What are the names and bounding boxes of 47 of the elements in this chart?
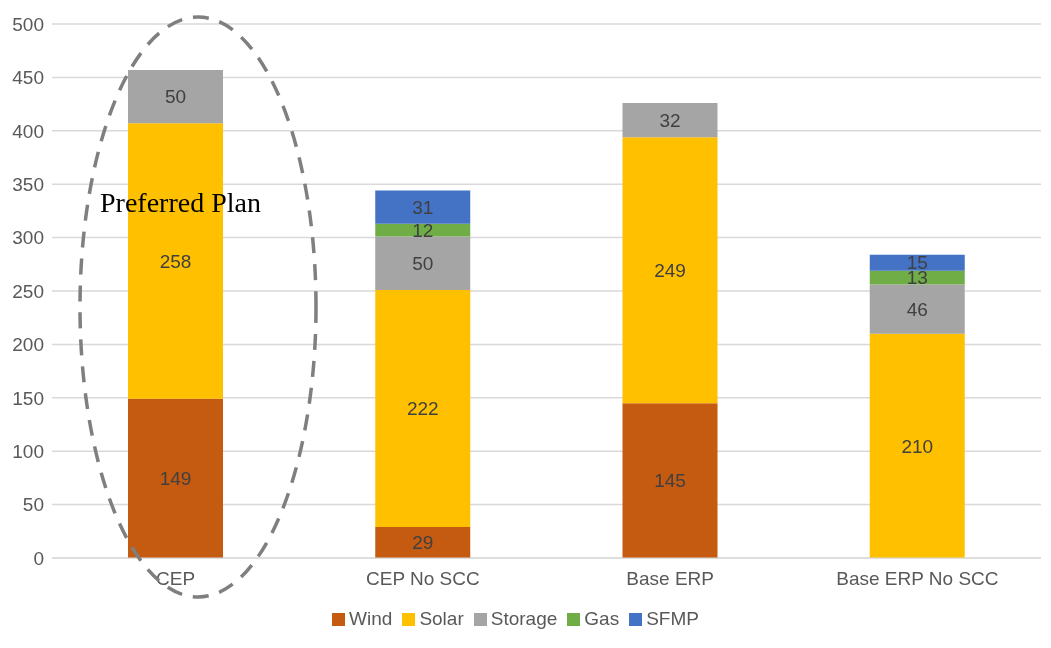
y-tick-label: 250 xyxy=(12,280,44,302)
legend-label: Solar xyxy=(419,608,464,629)
data-label: 46 xyxy=(906,298,928,320)
data-label: 31 xyxy=(412,196,434,218)
data-label: 29 xyxy=(412,532,434,554)
data-label: 50 xyxy=(412,252,434,274)
bar xyxy=(375,527,471,558)
y-tick-label: 500 xyxy=(12,13,44,35)
data-label: 249 xyxy=(654,259,686,281)
bar xyxy=(128,69,223,124)
bar xyxy=(869,254,965,271)
y-tick-label: 100 xyxy=(12,440,44,462)
legend-label: Gas xyxy=(584,608,620,629)
data-label: 258 xyxy=(159,250,192,272)
data-label: 50 xyxy=(164,86,187,108)
y-tick-label: 300 xyxy=(12,227,44,249)
x-tick-label: Base ERP No SCC xyxy=(836,568,999,590)
legend-label: Storage xyxy=(490,608,558,629)
y-tick-label: 200 xyxy=(12,334,44,356)
data-label: 222 xyxy=(406,398,439,420)
bar xyxy=(375,223,471,237)
bar xyxy=(128,398,223,558)
bar xyxy=(375,190,471,224)
bar xyxy=(869,284,965,334)
bar xyxy=(622,403,718,558)
bar xyxy=(869,270,965,285)
data-label: 12 xyxy=(412,219,434,241)
x-tick-label: Base ERP xyxy=(626,568,714,590)
bar xyxy=(375,236,471,290)
data-label: 210 xyxy=(901,435,934,457)
y-tick-label: 0 xyxy=(33,547,44,569)
bar xyxy=(869,333,965,558)
data-label: 32 xyxy=(659,109,681,131)
data-label: 145 xyxy=(654,470,686,492)
bar xyxy=(622,137,718,404)
y-tick-label: 400 xyxy=(12,120,44,142)
x-tick-label: CEP xyxy=(156,568,196,590)
bar xyxy=(375,289,471,528)
y-tick-label: 150 xyxy=(12,387,44,409)
y-tick-label: 450 xyxy=(12,67,44,89)
data-label: 149 xyxy=(159,468,192,490)
y-tick-label: 350 xyxy=(12,173,44,195)
legend-label: SFMP xyxy=(646,608,699,629)
x-tick-label: CEP No SCC xyxy=(366,568,480,590)
y-tick-label: 50 xyxy=(22,494,44,516)
bar xyxy=(622,103,718,138)
legend-label: Wind xyxy=(349,608,393,629)
